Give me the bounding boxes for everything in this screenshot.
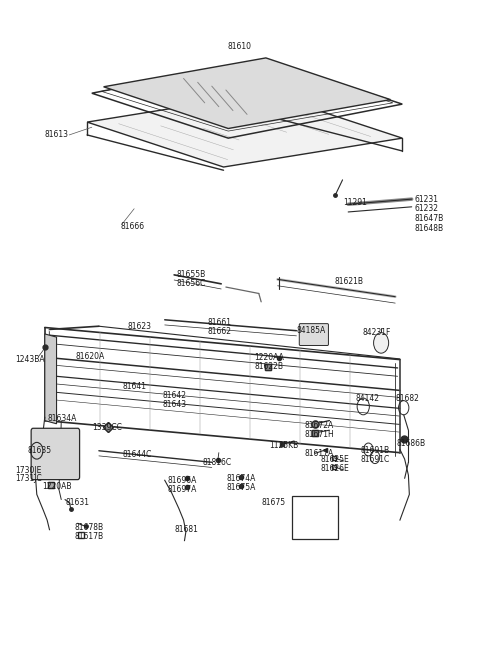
Text: 81617A: 81617A bbox=[305, 449, 334, 458]
Text: 81655B: 81655B bbox=[177, 271, 206, 280]
Text: 1220AA: 1220AA bbox=[254, 353, 284, 362]
Polygon shape bbox=[87, 93, 402, 167]
Text: 81623: 81623 bbox=[127, 322, 151, 331]
FancyBboxPatch shape bbox=[299, 324, 328, 345]
Text: 81626E: 81626E bbox=[321, 464, 349, 473]
Text: 81641: 81641 bbox=[122, 382, 146, 391]
Text: 1243BA: 1243BA bbox=[15, 355, 45, 364]
Text: 81642: 81642 bbox=[162, 391, 186, 400]
Text: 81691B: 81691B bbox=[361, 446, 390, 455]
Text: 81644C: 81644C bbox=[122, 450, 152, 459]
Text: 81696A: 81696A bbox=[167, 476, 196, 485]
Text: 84142: 84142 bbox=[355, 394, 379, 403]
Text: 81675A: 81675A bbox=[227, 483, 256, 493]
Text: 61232: 61232 bbox=[414, 204, 438, 214]
Text: 11291: 11291 bbox=[344, 198, 367, 207]
Text: 1730JE: 1730JE bbox=[15, 466, 42, 474]
Text: 81697A: 81697A bbox=[167, 485, 196, 494]
Text: 81671H: 81671H bbox=[305, 430, 335, 439]
Text: 81647B: 81647B bbox=[414, 214, 444, 223]
Polygon shape bbox=[104, 58, 391, 128]
Text: 81648B: 81648B bbox=[414, 223, 443, 233]
Text: 81617B: 81617B bbox=[74, 533, 104, 541]
Text: 81620A: 81620A bbox=[75, 352, 105, 361]
Text: 81674A: 81674A bbox=[227, 474, 256, 483]
Text: 81816C: 81816C bbox=[203, 458, 231, 467]
Text: 81631: 81631 bbox=[65, 498, 89, 506]
Text: 1731JC: 1731JC bbox=[15, 474, 42, 483]
Text: 81678B: 81678B bbox=[74, 523, 104, 533]
Text: 84231F: 84231F bbox=[362, 328, 391, 337]
Text: 84185A: 84185A bbox=[297, 326, 326, 335]
FancyBboxPatch shape bbox=[31, 428, 80, 479]
Text: 81691C: 81691C bbox=[361, 455, 390, 464]
Text: 81682: 81682 bbox=[395, 394, 419, 403]
Text: 81610: 81610 bbox=[228, 43, 252, 52]
Text: 81622B: 81622B bbox=[254, 362, 283, 371]
Text: 81635: 81635 bbox=[27, 446, 51, 455]
Polygon shape bbox=[45, 334, 57, 424]
Text: 1339CC: 1339CC bbox=[92, 423, 122, 432]
Text: 81672A: 81672A bbox=[305, 421, 334, 430]
Text: 81662: 81662 bbox=[207, 327, 231, 336]
FancyBboxPatch shape bbox=[292, 496, 338, 539]
Text: 81643: 81643 bbox=[162, 400, 187, 409]
Text: 81666: 81666 bbox=[120, 222, 144, 231]
Text: 81675: 81675 bbox=[261, 498, 285, 507]
Text: 1220AB: 1220AB bbox=[42, 482, 72, 491]
Text: 81656C: 81656C bbox=[177, 279, 206, 288]
Text: 81621B: 81621B bbox=[334, 277, 363, 286]
Text: 1125KB: 1125KB bbox=[269, 441, 299, 450]
Text: 61231: 61231 bbox=[414, 195, 438, 204]
Text: 81681: 81681 bbox=[174, 525, 198, 534]
Text: 81625E: 81625E bbox=[321, 455, 349, 464]
Text: 81634A: 81634A bbox=[47, 414, 76, 423]
Circle shape bbox=[373, 333, 389, 353]
Text: 81686B: 81686B bbox=[396, 439, 425, 447]
Text: 81661: 81661 bbox=[207, 318, 231, 327]
Text: 81613: 81613 bbox=[44, 130, 68, 140]
